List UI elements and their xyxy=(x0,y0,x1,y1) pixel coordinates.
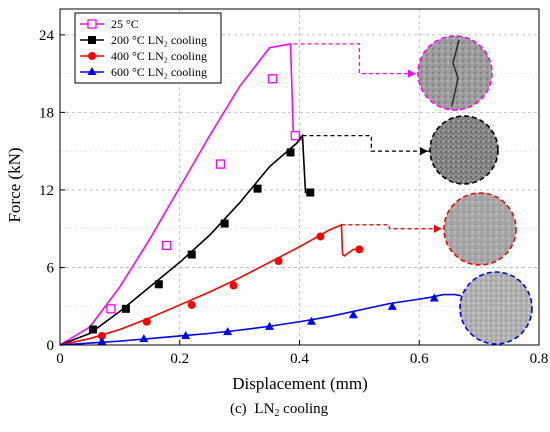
data-point xyxy=(290,130,300,141)
data-point xyxy=(306,316,316,325)
callout-layer xyxy=(293,35,533,345)
y-tick-label: 24 xyxy=(39,28,55,44)
legend-item: 400 °C LN₂ cooling xyxy=(80,49,207,63)
data-point xyxy=(229,281,238,290)
series-layer xyxy=(59,42,462,346)
legend-marker xyxy=(87,19,97,29)
specimen-callout-2 xyxy=(302,115,499,185)
specimen-callout-3 xyxy=(341,192,517,266)
specimen-callout-1 xyxy=(293,35,493,111)
data-point xyxy=(355,245,364,254)
x-axis-title: Displacement (mm) xyxy=(232,374,368,393)
legend-label: 400 °C LN₂ cooling xyxy=(111,49,207,63)
specimen-outline xyxy=(429,115,499,185)
y-tick-label: 18 xyxy=(39,105,54,121)
legend-item: 25 °C xyxy=(80,17,139,31)
callout-arrowhead xyxy=(420,147,428,156)
data-point xyxy=(161,240,172,251)
legend-label: 25 °C xyxy=(111,17,139,31)
legend-label: 200 °C LN₂ cooling xyxy=(111,33,207,47)
axis-ticks: 0 0.2 0.4 0.6 0.8 0 6 12 18 24 xyxy=(39,28,548,367)
data-point xyxy=(142,317,151,326)
series-line xyxy=(59,133,312,346)
x-tick-label: 0.6 xyxy=(410,351,429,367)
data-point xyxy=(429,293,439,302)
series-4 xyxy=(59,293,462,346)
x-tick-label: 0.8 xyxy=(530,351,549,367)
callout-arrowhead xyxy=(408,69,416,78)
legend-marker xyxy=(88,52,96,60)
legend: 25 °C 200 °C LN₂ cooling 400 °C LN₂ coolin… xyxy=(74,12,222,84)
data-point xyxy=(215,159,226,169)
legend-label: 600 °C LN₂ cooling xyxy=(111,65,207,79)
specimen-light-grainy-photo xyxy=(460,272,532,344)
specimen-callout-4 xyxy=(459,271,533,345)
data-point xyxy=(223,327,233,336)
caption-text: LN xyxy=(254,401,274,417)
x-tick-label: 0.4 xyxy=(290,351,309,367)
specimen-light-speckled-photo xyxy=(444,193,516,265)
y-tick-label: 0 xyxy=(47,338,55,354)
caption-prefix: (c) xyxy=(230,401,247,417)
data-point xyxy=(220,219,229,228)
data-point xyxy=(306,188,315,197)
data-point xyxy=(97,331,106,340)
intact-specimen-with-crack-photo xyxy=(418,36,492,110)
data-point xyxy=(154,280,163,289)
data-point xyxy=(253,184,262,193)
data-point xyxy=(181,330,191,339)
x-tick-label: 0.2 xyxy=(170,351,189,367)
data-point xyxy=(387,301,397,310)
series-line xyxy=(59,42,303,346)
data-point xyxy=(139,334,149,343)
specimen-outline xyxy=(459,271,533,345)
data-point xyxy=(187,250,196,259)
series-line xyxy=(59,223,360,346)
series-line xyxy=(59,293,462,346)
y-axis-title: Force (kN) xyxy=(5,147,24,222)
series-1 xyxy=(59,42,303,346)
data-point xyxy=(286,148,295,157)
y-tick-label: 6 xyxy=(47,260,55,276)
caption-suffix: cooling xyxy=(279,401,328,417)
data-point xyxy=(88,325,97,334)
data-point xyxy=(106,304,116,314)
series-3 xyxy=(59,223,364,346)
caption-sub: 2 xyxy=(274,408,279,419)
legend-marker xyxy=(87,67,97,75)
legend-item: 600 °C LN₂ cooling xyxy=(80,65,207,79)
crack-line xyxy=(451,39,460,107)
data-point xyxy=(348,310,358,319)
callout-arrowhead xyxy=(434,224,442,233)
legend-item: 200 °C LN₂ cooling xyxy=(80,33,207,47)
data-point xyxy=(316,232,325,241)
callout-leader xyxy=(302,134,432,152)
data-point xyxy=(267,74,278,84)
figure-caption: (c) LN2 cooling xyxy=(230,401,329,419)
data-point xyxy=(187,300,196,309)
y-tick-label: 12 xyxy=(39,183,54,199)
series-2 xyxy=(59,133,315,346)
specimen-outline xyxy=(443,192,517,266)
x-tick-label: 0 xyxy=(56,351,64,367)
specimen-outline xyxy=(417,35,493,111)
callout-leader xyxy=(341,224,441,230)
data-point xyxy=(265,321,275,330)
data-point xyxy=(97,336,107,345)
data-point xyxy=(121,304,130,313)
specimen-dark-speckled-photo xyxy=(430,116,498,184)
legend-marker xyxy=(88,36,96,44)
data-point xyxy=(274,257,283,265)
callout-leader xyxy=(293,43,410,75)
